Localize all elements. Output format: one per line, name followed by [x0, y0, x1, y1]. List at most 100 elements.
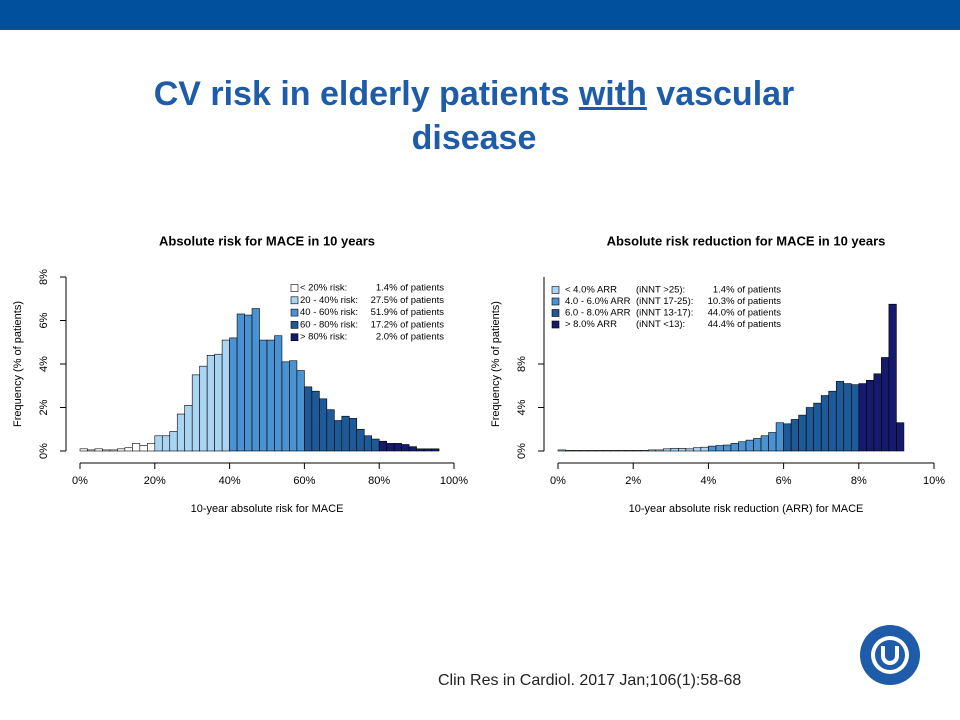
bar: [700, 446, 709, 452]
bar: [348, 418, 358, 452]
legend-label: 6.0 - 8.0% ARR: [565, 308, 631, 319]
x-tick-label: 40%: [219, 475, 241, 487]
bar: [617, 450, 626, 452]
legend-swatch: [290, 321, 299, 329]
legend-share: 10.3% of patients: [708, 296, 782, 307]
x-axis-label: 10-year absolute risk for MACE: [191, 503, 344, 515]
bar: [431, 448, 440, 452]
bar: [416, 448, 425, 452]
bar: [289, 360, 298, 452]
bar: [229, 337, 238, 452]
legend-label: 4.0 - 6.0% ARR: [565, 296, 631, 307]
bar: [625, 450, 634, 452]
legend-swatch: [290, 308, 299, 317]
bar: [341, 415, 350, 452]
logo-u: [881, 646, 899, 665]
bar: [775, 422, 784, 452]
bar: [356, 428, 365, 452]
bar: [423, 448, 432, 452]
x-tick-label: 10%: [923, 475, 945, 487]
bar: [154, 435, 163, 452]
bar: [587, 450, 596, 452]
bar: [378, 440, 387, 452]
bar: [363, 435, 373, 452]
bar: [304, 386, 313, 452]
top-bar: [0, 0, 960, 30]
bar: [132, 443, 141, 452]
bar: [738, 441, 747, 452]
bar: [708, 445, 717, 452]
legend-label: 60 - 80% risk:: [300, 319, 358, 330]
legend-share: 1.4% of patients: [376, 283, 444, 294]
legend-label: > 8.0% ARR: [565, 319, 617, 330]
bar: [176, 413, 186, 452]
y-axis-label: Frequency (% of patients): [12, 301, 24, 427]
bar: [647, 449, 657, 452]
bar: [745, 439, 754, 452]
bar: [730, 443, 739, 452]
legend-swatch: [551, 286, 560, 294]
bar: [843, 383, 852, 452]
bar: [334, 420, 343, 452]
bar: [873, 373, 882, 452]
legend-share: 17.2% of patients: [371, 319, 445, 330]
x-tick-label: 6%: [776, 475, 792, 487]
bar: [888, 303, 897, 452]
legend-swatch: [290, 296, 299, 305]
legend-swatch: [551, 297, 560, 306]
title-part: CV risk in elderly patients: [153, 75, 570, 113]
x-tick-label: 100%: [440, 475, 468, 487]
bar: [139, 445, 148, 452]
bar: [199, 365, 208, 452]
legend-share: 44.4% of patients: [708, 319, 782, 330]
bar: [866, 380, 875, 452]
x-tick-label: 0%: [550, 475, 566, 487]
bar: [753, 438, 762, 452]
legend-label: < 4.0% ARR: [565, 285, 617, 296]
bar: [858, 383, 867, 452]
bar: [311, 390, 320, 452]
legend-note: (iNNT >25):: [636, 285, 685, 296]
bar: [670, 447, 679, 452]
bar: [124, 447, 133, 452]
legend-note: (iNNT <13):: [636, 319, 685, 330]
bar: [805, 407, 814, 452]
y-axis-label: Frequency (% of patients): [490, 301, 502, 427]
bar: [221, 339, 230, 452]
logo-core: [875, 640, 905, 670]
bar: [117, 448, 126, 452]
bar: [251, 308, 260, 452]
bar: [798, 414, 807, 452]
legend-label: < 20% risk:: [300, 283, 347, 294]
x-tick-label: 20%: [144, 475, 166, 487]
bar: [655, 449, 664, 452]
x-tick-label: 60%: [293, 475, 315, 487]
legend-swatch: [551, 309, 560, 317]
bar: [783, 423, 792, 452]
bar: [565, 450, 574, 452]
logo: [860, 625, 920, 685]
legend-swatch: [551, 320, 560, 329]
bar: [371, 438, 380, 452]
bar: [685, 448, 694, 452]
x-tick-label: 4%: [700, 475, 716, 487]
bar: [326, 409, 335, 452]
chart-title: Absolute risk reduction for MACE in 10 y…: [607, 233, 886, 248]
y-tick-label: 4%: [38, 356, 50, 372]
legend-note: (iNNT 17-25):: [636, 296, 693, 307]
bar: [820, 395, 830, 452]
legend-label: 40 - 60% risk:: [300, 307, 358, 318]
bar: [236, 313, 245, 452]
bar: [572, 450, 581, 452]
bar: [191, 374, 200, 452]
title-part: vascular: [656, 75, 795, 113]
x-axis-label: 10-year absolute risk reduction (ARR) fo…: [629, 503, 864, 515]
bar: [184, 405, 193, 452]
bar: [723, 444, 732, 452]
x-tick-label: 8%: [851, 475, 867, 487]
bar: [602, 450, 611, 452]
bar: [169, 431, 178, 452]
bar: [835, 381, 845, 452]
